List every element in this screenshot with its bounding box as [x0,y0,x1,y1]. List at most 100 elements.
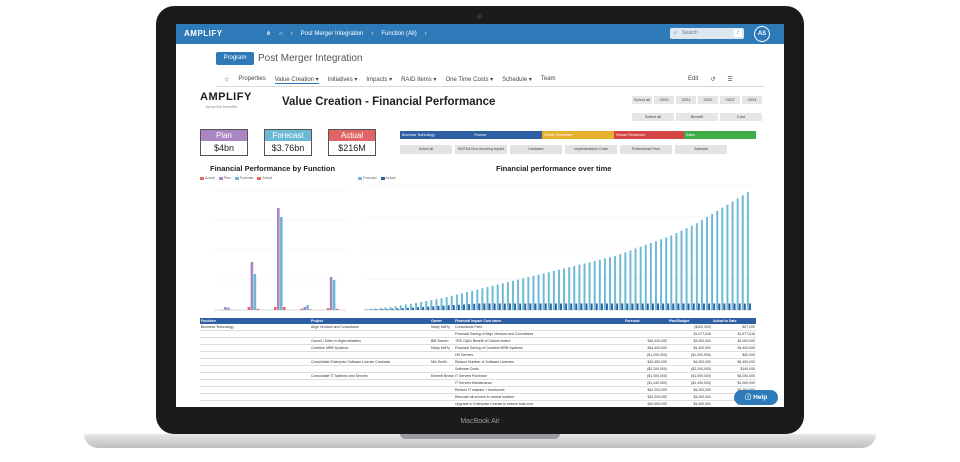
column-header[interactable]: Financial Impact Cost name [454,318,624,324]
bar [741,195,744,310]
tab-value-creation[interactable]: Value Creation ▾ [274,77,319,84]
table-row[interactable]: Business Technology Align Vendors and Con… [200,324,756,331]
bar [463,304,465,310]
column-header[interactable]: Function [200,318,310,324]
type-button[interactable]: Cost [720,113,762,121]
type-button[interactable]: Benefit [676,113,718,121]
table-row[interactable]: Software Costs ($2,200,000) ($2,200,000) $1… [200,365,756,373]
bar [300,308,303,310]
dashboard-title: Value Creation - Financial Performance [282,96,496,108]
tab-raid-items[interactable]: RAID Items ▾ [401,77,437,83]
table-cell: Financial Saving of Combine MRB Systems [454,344,624,352]
table-row[interactable]: Relocate all servers to central location… [200,393,756,401]
tab-schedule[interactable]: Schedule ▾ [502,77,532,83]
function-chip[interactable]: Global Operations [542,131,614,139]
help-icon: ⓘ [744,394,752,401]
edit-button[interactable]: Edit [688,76,699,82]
year-button[interactable]: 2024 [742,96,762,104]
type-button[interactable]: Select all [632,113,674,121]
search-input[interactable]: ⌕ Search / [670,28,744,39]
bar [247,307,251,310]
table-cell [430,393,454,401]
breadcrumb-item-function[interactable]: Function (All) [381,30,417,37]
table-row[interactable]: Consolidate IT Systems and Servers Emmett… [200,372,756,380]
table-cell [310,351,430,359]
table-cell: Relocate all servers to central location [454,393,624,401]
table-cell: ($1,200,000) [624,351,668,359]
bar [517,279,520,310]
table-row[interactable]: Upgrade to Enterprise License to reduce … [200,400,756,407]
bar [381,309,384,310]
help-button[interactable]: ⓘ Help [734,390,778,405]
home-icon[interactable]: ⌂ [279,30,283,37]
tab-properties[interactable]: Properties [238,76,266,82]
table-row[interactable]: IT Servers Maintenance ($1,440,000) ($1,44… [200,379,756,387]
avatar[interactable]: AS [754,26,770,42]
bar [616,303,619,310]
bar [435,299,438,310]
camera-dot [477,14,482,19]
column-header[interactable]: Project [310,318,430,324]
star-icon[interactable]: ☆ [224,77,230,83]
category-button[interactable]: Select all [400,145,452,154]
bar [478,303,481,310]
function-chip[interactable]: Sales [684,131,756,139]
function-chip[interactable]: Business Technology [400,131,472,139]
bar [736,198,739,310]
bar [624,252,627,310]
bar [389,306,392,310]
column-header[interactable]: Plan/Budget [668,318,712,324]
column-header[interactable]: Owner [430,318,454,324]
table-row[interactable]: Financial Saving of Align Vendors and Co… [200,330,756,338]
menu-icon[interactable]: ☰ [727,77,733,83]
year-button[interactable]: Select all [632,96,652,104]
bar [743,303,746,310]
category-button[interactable]: Implementation Costs [565,145,617,154]
bar [560,303,562,310]
program-button[interactable]: Program [216,52,254,65]
table-row[interactable]: Reduce IT salaries + headcount $42,200,00… [200,386,756,394]
column-header[interactable]: Actual to Date [712,318,756,324]
table-cell: Biff Tannen [430,337,454,345]
table-row[interactable]: Cancel / Defer in-flight initiatives Biff… [200,337,756,345]
function-chip[interactable]: Finance [472,131,542,139]
kpi-value: $3.76bn [271,143,305,153]
bar [376,309,379,310]
tab-bar: ☆ Properties Value Creation ▾ Initiative… [224,76,556,84]
bar [476,289,479,310]
year-button[interactable]: 2022 [698,96,718,104]
table-row[interactable]: HR Servers ($1,200,000) ($1,200,000) $40,00… [200,351,756,359]
brand-logo[interactable]: AMPLIFY [184,29,223,38]
hierarchy-icon[interactable]: ⋔ [266,31,272,37]
tab-one-time-costs[interactable]: One Time Costs ▾ [445,77,494,83]
table-cell: Reduce IT salaries + headcount [454,386,624,394]
category-button[interactable]: Software [675,145,727,154]
bar [329,277,333,310]
table-row[interactable]: Combine MRB Systems Marty McFly Financial … [200,344,756,352]
year-button[interactable]: 2021 [676,96,696,104]
bar [731,201,734,310]
tab-team[interactable]: Team [540,76,556,82]
function-chip[interactable]: Human Resources [614,131,684,139]
table-cell [430,400,454,407]
table-cell [310,400,430,407]
bar [636,303,639,310]
category-button[interactable]: EBITDA Non-recurring impact [455,145,507,154]
tab-impacts[interactable]: Impacts ▾ [366,77,393,83]
tab-initiatives[interactable]: Initiatives ▾ [327,77,358,83]
category-button[interactable]: Hardware [510,145,562,154]
dashboard-tagline: know the benefits [206,104,238,109]
breadcrumb-item-program[interactable]: Post Merger Integration [300,30,364,37]
bar [374,308,377,310]
year-button[interactable]: 2020 [654,96,674,104]
bar [655,241,657,310]
table-row[interactable]: Consolidate Enterprise Software License … [200,358,756,366]
table-cell: $1,000,000 [712,379,756,387]
bar [384,307,387,310]
top-bar: AMPLIFY ⋔ ⌂ › Post Merger Integration › … [176,24,784,44]
history-icon[interactable]: ↺ [710,77,716,83]
table-cell: Align Vendors and Consultants [310,324,430,331]
column-header[interactable]: Forecast [624,318,668,324]
year-button[interactable]: 2023 [720,96,740,104]
category-button[interactable]: Professional Fees [620,145,672,154]
